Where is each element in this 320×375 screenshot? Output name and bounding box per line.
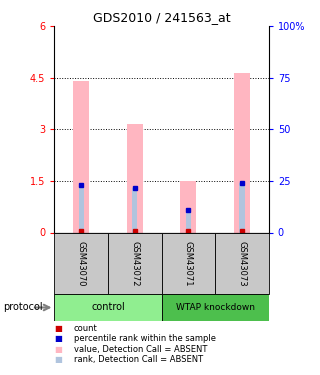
Text: value, Detection Call = ABSENT: value, Detection Call = ABSENT <box>74 345 207 354</box>
Bar <box>162 294 269 321</box>
Text: ■: ■ <box>54 324 62 333</box>
Text: rank, Detection Call = ABSENT: rank, Detection Call = ABSENT <box>74 355 203 364</box>
Bar <box>215 232 269 294</box>
Bar <box>54 232 108 294</box>
Bar <box>186 210 191 232</box>
Bar <box>180 181 196 232</box>
Text: GSM43072: GSM43072 <box>130 241 139 286</box>
Title: GDS2010 / 241563_at: GDS2010 / 241563_at <box>93 11 230 24</box>
Bar <box>73 81 89 232</box>
Text: percentile rank within the sample: percentile rank within the sample <box>74 334 216 343</box>
Text: ■: ■ <box>54 345 62 354</box>
Text: GSM43071: GSM43071 <box>184 241 193 286</box>
Text: control: control <box>91 303 125 312</box>
Text: ■: ■ <box>54 334 62 343</box>
Bar <box>132 188 138 232</box>
Text: protocol: protocol <box>3 303 43 312</box>
Text: GSM43070: GSM43070 <box>77 241 86 286</box>
Bar <box>162 232 215 294</box>
Text: GSM43073: GSM43073 <box>237 241 246 286</box>
Bar <box>78 185 84 232</box>
Bar <box>54 294 162 321</box>
Bar <box>127 124 143 232</box>
Bar <box>239 183 245 232</box>
Text: count: count <box>74 324 97 333</box>
Text: ■: ■ <box>54 355 62 364</box>
Bar <box>234 73 250 232</box>
Bar <box>108 232 162 294</box>
Text: WTAP knockdown: WTAP knockdown <box>176 303 255 312</box>
